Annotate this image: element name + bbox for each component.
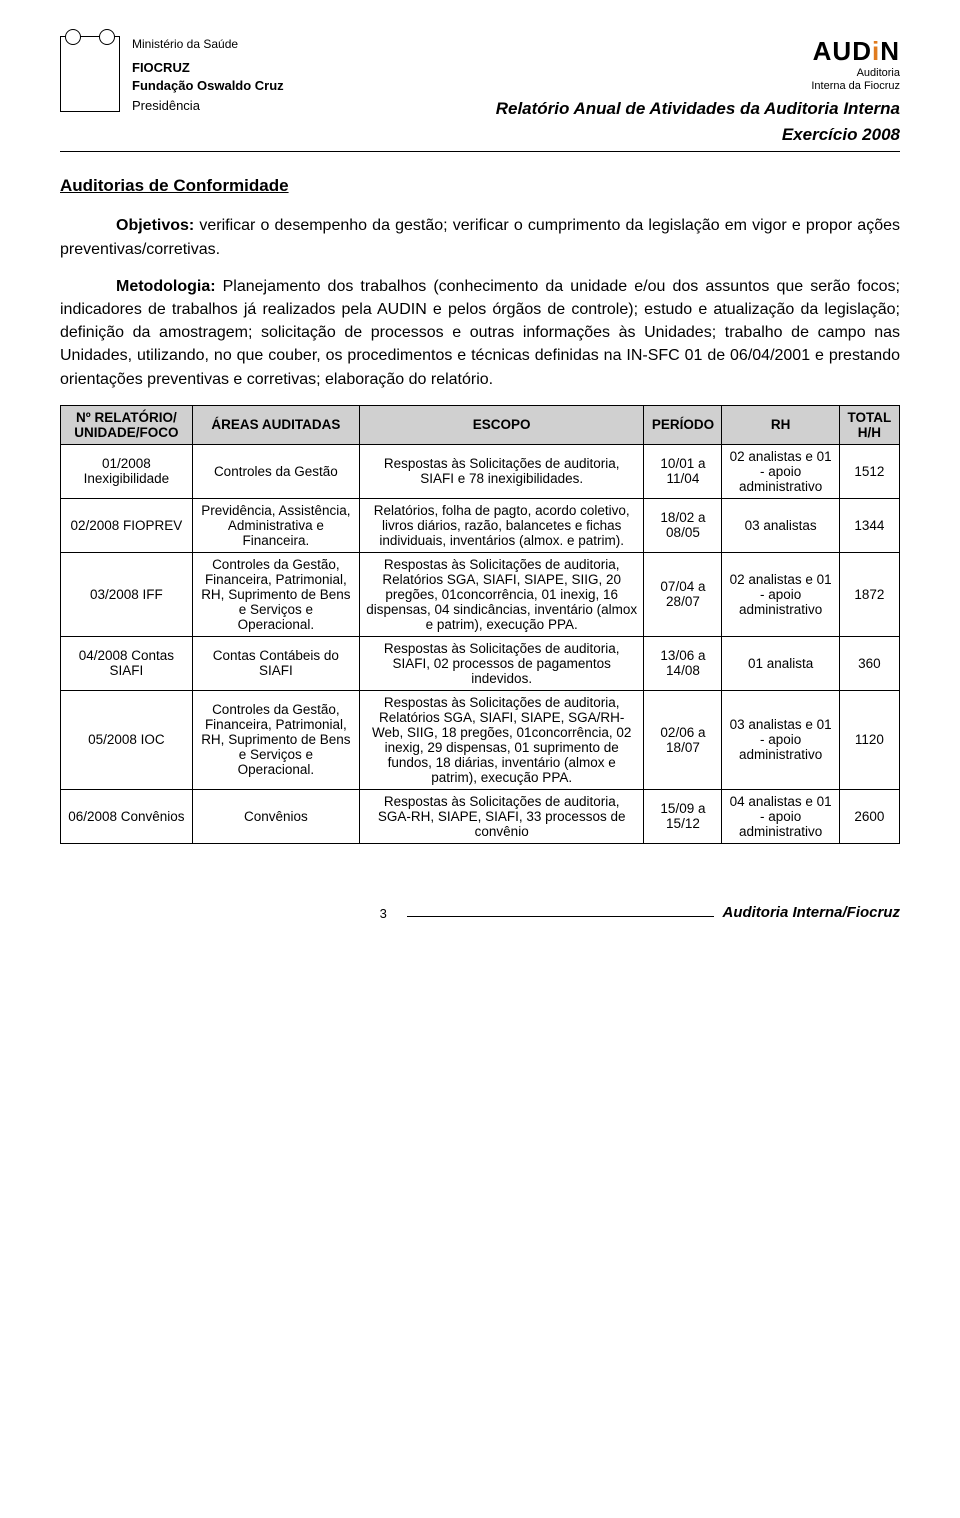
cell-escopo: Respostas às Solicitações de auditoria, … bbox=[359, 636, 643, 690]
cell-areas: Controles da Gestão, Financeira, Patrimo… bbox=[192, 690, 359, 789]
section-title: Auditorias de Conformidade bbox=[60, 176, 900, 196]
table-header-row: Nº RELATÓRIO/ UNIDADE/FOCO ÁREAS AUDITAD… bbox=[61, 405, 900, 444]
cell-periodo: 15/09 a 15/12 bbox=[644, 789, 722, 843]
footer-divider bbox=[407, 916, 715, 917]
audit-table: Nº RELATÓRIO/ UNIDADE/FOCO ÁREAS AUDITAD… bbox=[60, 405, 900, 844]
cell-areas: Previdência, Assistência, Administrativa… bbox=[192, 498, 359, 552]
audin-text-i: i bbox=[872, 36, 880, 66]
audin-sub2: Interna da Fiocruz bbox=[496, 80, 900, 93]
metodologia-paragraph: Metodologia: Planejamento dos trabalhos … bbox=[60, 275, 900, 391]
cell-rh: 03 analistas bbox=[722, 498, 839, 552]
ministry-label: Ministério da Saúde bbox=[132, 36, 496, 53]
cell-periodo: 18/02 a 08/05 bbox=[644, 498, 722, 552]
footer: 3 Auditoria Interna/Fiocruz bbox=[60, 904, 900, 921]
cell-areas: Convênios bbox=[192, 789, 359, 843]
cell-rh: 01 analista bbox=[722, 636, 839, 690]
table-body: 01/2008 Inexigibilidade Controles da Ges… bbox=[61, 444, 900, 843]
th-periodo: PERÍODO bbox=[644, 405, 722, 444]
cell-escopo: Respostas às Solicitações de auditoria, … bbox=[359, 690, 643, 789]
header-divider bbox=[60, 151, 900, 152]
cell-periodo: 02/06 a 18/07 bbox=[644, 690, 722, 789]
cell-escopo: Relatórios, folha de pagto, acordo colet… bbox=[359, 498, 643, 552]
fiocruz-logo bbox=[60, 36, 120, 112]
cell-areas: Controles da Gestão bbox=[192, 444, 359, 498]
th-relatorio: Nº RELATÓRIO/ UNIDADE/FOCO bbox=[61, 405, 193, 444]
cell-total: 1512 bbox=[839, 444, 899, 498]
cell-periodo: 07/04 a 28/07 bbox=[644, 552, 722, 636]
cell-total: 2600 bbox=[839, 789, 899, 843]
cell-areas: Controles da Gestão, Financeira, Patrimo… bbox=[192, 552, 359, 636]
table-row: 01/2008 Inexigibilidade Controles da Ges… bbox=[61, 444, 900, 498]
audin-text-n: N bbox=[880, 36, 900, 66]
cell-rel: 02/2008 FIOPREV bbox=[61, 498, 193, 552]
cell-rel: 01/2008 Inexigibilidade bbox=[61, 444, 193, 498]
th-areas: ÁREAS AUDITADAS bbox=[192, 405, 359, 444]
cell-areas: Contas Contábeis do SIAFI bbox=[192, 636, 359, 690]
header-left-text: Ministério da Saúde FIOCRUZ Fundação Osw… bbox=[132, 36, 496, 115]
cell-rel: 05/2008 IOC bbox=[61, 690, 193, 789]
cell-rh: 04 analistas e 01 - apoio administrativo bbox=[722, 789, 839, 843]
presidencia-label: Presidência bbox=[132, 97, 496, 115]
table-row: 03/2008 IFF Controles da Gestão, Finance… bbox=[61, 552, 900, 636]
cell-rel: 06/2008 Convênios bbox=[61, 789, 193, 843]
cell-total: 1120 bbox=[839, 690, 899, 789]
footer-right-text: Auditoria Interna/Fiocruz bbox=[722, 904, 900, 921]
cell-total: 1344 bbox=[839, 498, 899, 552]
audin-logo: AUDiN bbox=[496, 36, 900, 67]
cell-periodo: 13/06 a 14/08 bbox=[644, 636, 722, 690]
audin-text-1: AUD bbox=[813, 36, 872, 66]
audin-sub1: Auditoria bbox=[496, 67, 900, 80]
cell-total: 360 bbox=[839, 636, 899, 690]
fiocruz-label: FIOCRUZ bbox=[132, 59, 496, 77]
cell-escopo: Respostas às Solicitações de auditoria, … bbox=[359, 789, 643, 843]
table-row: 06/2008 Convênios Convênios Respostas às… bbox=[61, 789, 900, 843]
report-title-1: Relatório Anual de Atividades da Auditor… bbox=[496, 99, 900, 119]
cell-rh: 02 analistas e 01 - apoio administrativo bbox=[722, 552, 839, 636]
header: Ministério da Saúde FIOCRUZ Fundação Osw… bbox=[60, 36, 900, 145]
cell-rh: 02 analistas e 01 - apoio administrativo bbox=[722, 444, 839, 498]
th-total: TOTAL H/H bbox=[839, 405, 899, 444]
th-escopo: ESCOPO bbox=[359, 405, 643, 444]
cell-escopo: Respostas às Solicitações de auditoria, … bbox=[359, 444, 643, 498]
cell-rh: 03 analistas e 01 - apoio administrativo bbox=[722, 690, 839, 789]
metodologia-label: Metodologia: bbox=[116, 278, 216, 295]
cell-escopo: Respostas às Solicitações de auditoria, … bbox=[359, 552, 643, 636]
table-row: 05/2008 IOC Controles da Gestão, Finance… bbox=[61, 690, 900, 789]
cell-total: 1872 bbox=[839, 552, 899, 636]
table-row: 04/2008 Contas SIAFI Contas Contábeis do… bbox=[61, 636, 900, 690]
cell-rel: 04/2008 Contas SIAFI bbox=[61, 636, 193, 690]
objetivos-label: Objetivos: bbox=[116, 217, 194, 234]
report-title-2: Exercício 2008 bbox=[496, 125, 900, 145]
table-row: 02/2008 FIOPREV Previdência, Assistência… bbox=[61, 498, 900, 552]
fundacao-label: Fundação Oswaldo Cruz bbox=[132, 77, 496, 95]
objetivos-paragraph: Objetivos: verificar o desempenho da ges… bbox=[60, 214, 900, 260]
th-rh: RH bbox=[722, 405, 839, 444]
page-number: 3 bbox=[380, 906, 387, 921]
header-right: AUDiN Auditoria Interna da Fiocruz Relat… bbox=[496, 36, 900, 145]
cell-periodo: 10/01 a 11/04 bbox=[644, 444, 722, 498]
cell-rel: 03/2008 IFF bbox=[61, 552, 193, 636]
